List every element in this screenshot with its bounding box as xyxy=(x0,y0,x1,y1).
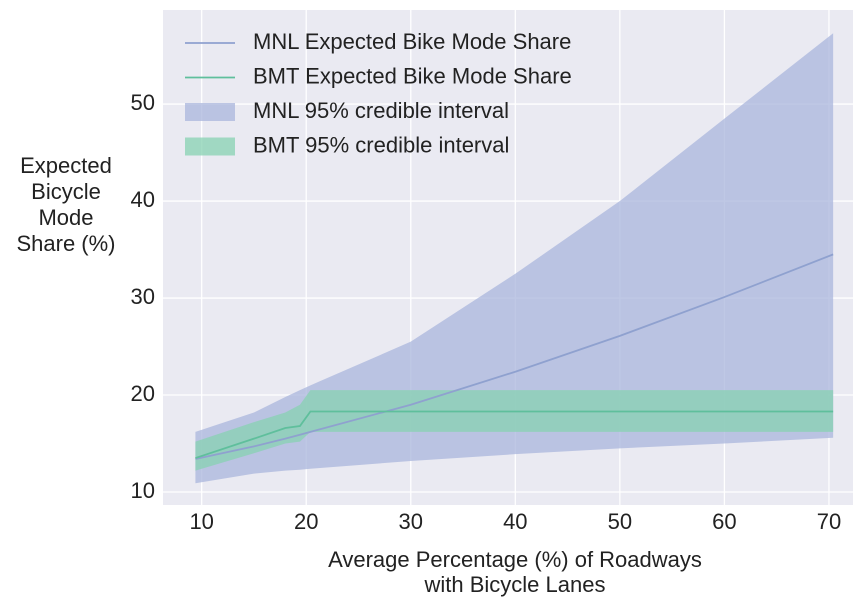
y-axis-label: Bicycle xyxy=(31,179,101,204)
legend-label: MNL 95% credible interval xyxy=(253,98,509,123)
y-tick-label: 50 xyxy=(131,90,155,115)
y-axis-label: Expected xyxy=(20,153,112,178)
legend-label: BMT Expected Bike Mode Share xyxy=(253,63,572,88)
legend-label: BMT 95% credible interval xyxy=(253,132,509,157)
legend-swatch xyxy=(185,103,235,121)
line xyxy=(195,253,834,460)
y-tick-label: 30 xyxy=(131,284,155,309)
x-tick-label: 60 xyxy=(712,509,736,534)
x-axis-label: Average Percentage (%) of Roadways xyxy=(328,547,702,572)
x-tick-label: 50 xyxy=(608,509,632,534)
x-tick-label: 10 xyxy=(189,509,213,534)
y-tick-label: 10 xyxy=(131,478,155,503)
x-tick-label: 70 xyxy=(817,509,841,534)
y-axis-label: Mode xyxy=(38,205,93,230)
y-tick-label: 20 xyxy=(131,381,155,406)
x-axis-label: with Bicycle Lanes xyxy=(424,572,606,597)
legend-swatch xyxy=(185,137,235,156)
x-tick-label: 20 xyxy=(294,509,318,534)
legend-label: MNL Expected Bike Mode Share xyxy=(253,29,571,54)
line xyxy=(195,410,834,459)
band xyxy=(195,390,834,471)
x-tick-label: 40 xyxy=(503,509,527,534)
band xyxy=(195,33,834,484)
x-tick-label: 30 xyxy=(399,509,423,534)
y-tick-label: 40 xyxy=(131,187,155,212)
y-axis-label: Share (%) xyxy=(16,231,115,256)
